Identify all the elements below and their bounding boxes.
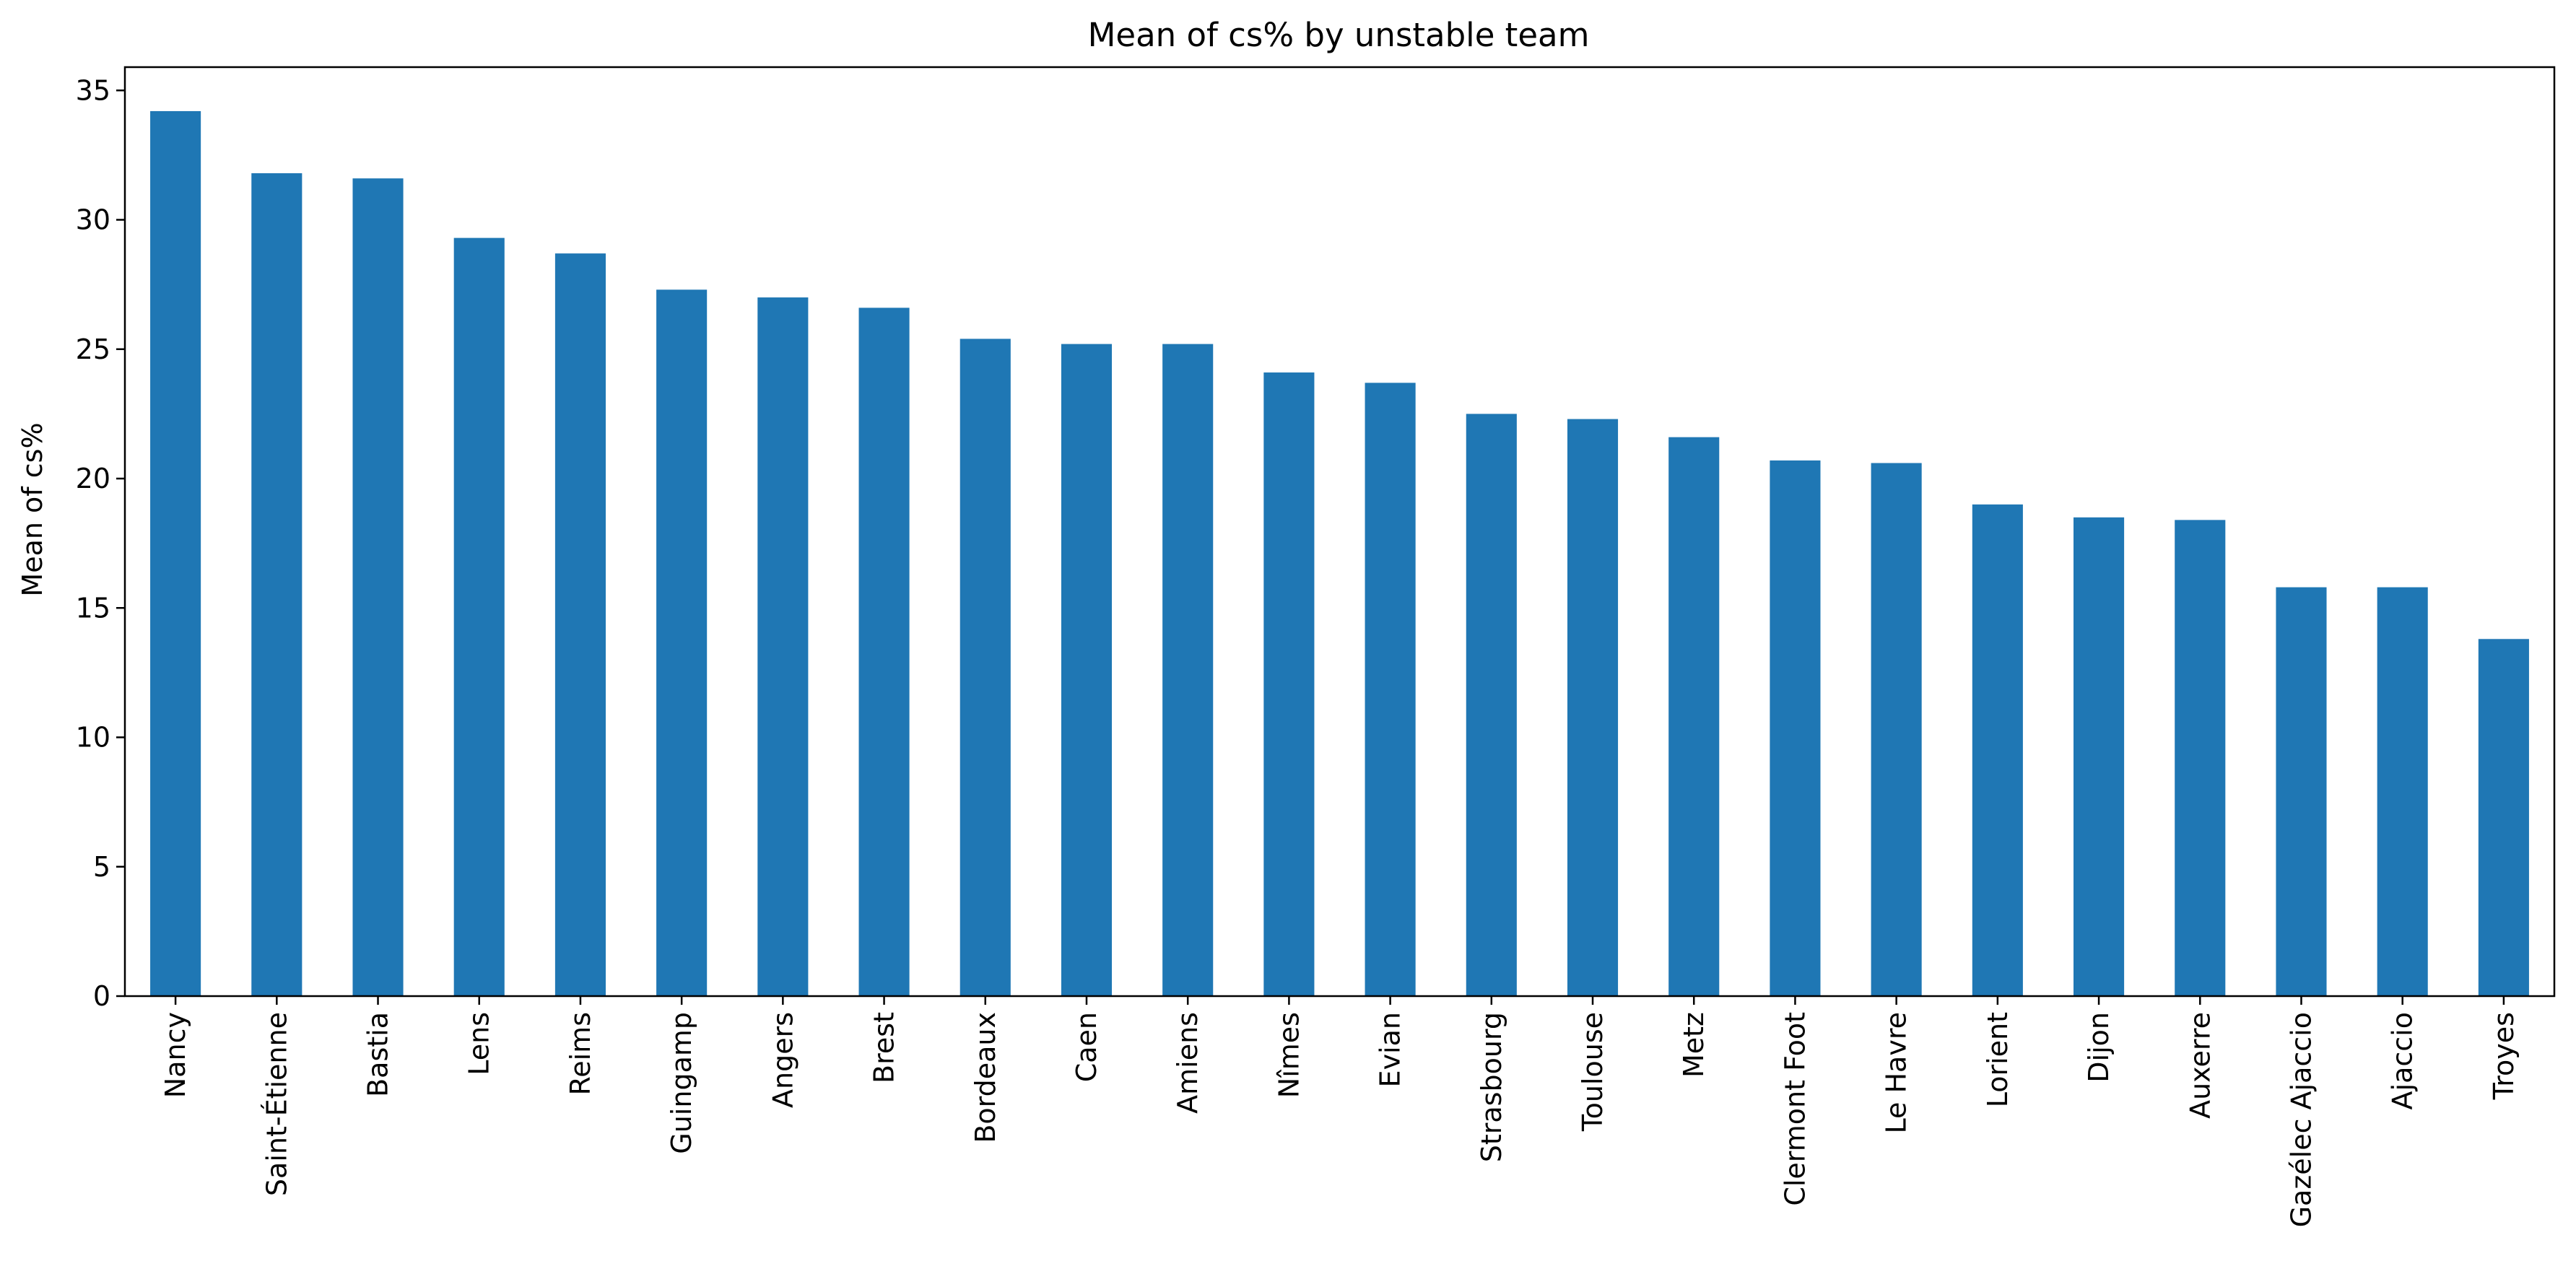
chart-title: Mean of cs% by unstable team: [1088, 16, 1590, 54]
bar: [1567, 419, 1619, 996]
x-tick-label: Metz: [1678, 1012, 1710, 1078]
bar: [1668, 437, 1720, 996]
bar: [960, 339, 1011, 996]
x-tick-label: Troyes: [2488, 1012, 2520, 1100]
bar: [757, 297, 809, 996]
y-tick-label: 25: [76, 333, 110, 365]
x-tick-label: Gazélec Ajaccio: [2285, 1012, 2317, 1227]
x-tick-label: Le Havre: [1881, 1012, 1913, 1133]
y-axis-ticks: 0 5 10 15 20 25 30 35: [76, 74, 125, 1012]
x-tick-label: Guingamp: [666, 1012, 697, 1154]
y-tick-label: 5: [93, 851, 110, 883]
x-tick-label: Nancy: [160, 1012, 191, 1098]
bar: [1263, 372, 1315, 996]
x-tick-label: Caen: [1071, 1012, 1102, 1082]
bar: [1466, 414, 1517, 996]
bar: [453, 237, 505, 996]
bar: [150, 110, 201, 997]
y-tick-label: 35: [76, 74, 110, 106]
bar: [656, 289, 708, 996]
y-tick-label: 20: [76, 463, 110, 494]
bar: [352, 178, 404, 996]
bar: [2478, 639, 2529, 996]
x-tick-label: Bastia: [362, 1012, 394, 1097]
bar: [2175, 520, 2226, 996]
bar: [2074, 517, 2125, 996]
bars-group: [150, 110, 2529, 997]
bar: [1871, 463, 1922, 996]
x-tick-label: Brest: [869, 1012, 900, 1083]
x-tick-label: Lens: [464, 1012, 495, 1076]
bar: [1972, 504, 2023, 996]
bar: [1061, 344, 1113, 997]
x-axis-ticks: Nancy Saint-Étienne Bastia Lens Reims Guingam…: [160, 996, 2520, 1227]
y-axis-label: Mean of cs%: [17, 422, 48, 596]
x-tick-label: Saint-Étienne: [261, 1012, 292, 1196]
x-tick-label: Dijon: [2083, 1012, 2115, 1083]
bar: [554, 253, 606, 996]
bar: [1162, 344, 1214, 997]
x-tick-label: Lorient: [1982, 1012, 2014, 1107]
x-tick-label: Angers: [767, 1012, 799, 1108]
y-tick-label: 15: [76, 592, 110, 624]
x-tick-label: Ajaccio: [2387, 1012, 2419, 1109]
x-tick-label: Auxerre: [2184, 1012, 2216, 1119]
x-tick-label: Strasbourg: [1476, 1012, 1507, 1162]
x-tick-label: Clermont Foot: [1779, 1012, 1811, 1206]
plot-frame: [123, 66, 2556, 998]
x-tick-label: Reims: [565, 1012, 596, 1095]
y-tick-label: 10: [76, 722, 110, 754]
bar: [858, 307, 910, 996]
bar: [2276, 587, 2327, 996]
x-tick-label: Nîmes: [1273, 1012, 1305, 1098]
x-tick-label: Bordeaux: [970, 1012, 1001, 1143]
y-tick-label: 0: [93, 980, 110, 1012]
bar: [1365, 383, 1416, 996]
bar: [2377, 587, 2428, 996]
bar: [1770, 460, 1821, 996]
y-tick-label: 30: [76, 204, 110, 236]
x-tick-label: Toulouse: [1577, 1012, 1609, 1132]
x-tick-label: Evian: [1375, 1012, 1406, 1087]
bar: [251, 173, 303, 997]
x-tick-label: Amiens: [1172, 1012, 1204, 1114]
